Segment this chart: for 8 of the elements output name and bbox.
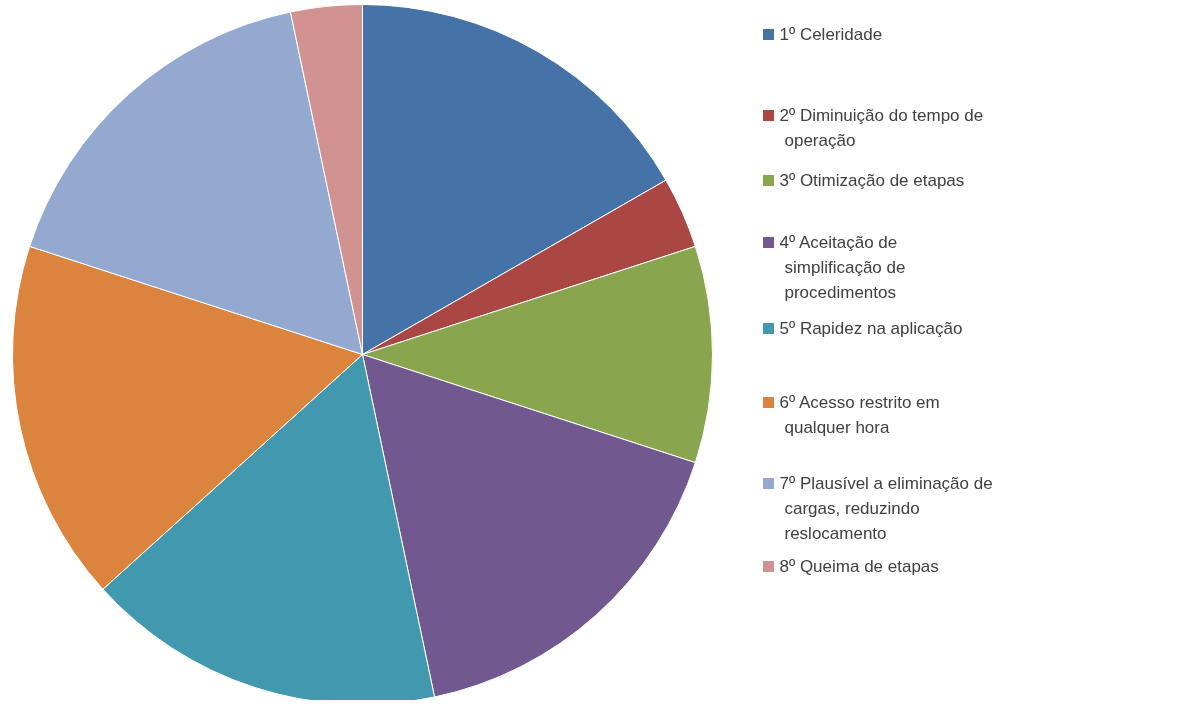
legend-label: 2º Diminuição do tempo de operação bbox=[779, 105, 984, 150]
legend-label: 8º Queima de etapas bbox=[779, 556, 939, 576]
legend-label: 5º Rapidez na aplicação bbox=[779, 318, 963, 338]
legend-label: 6º Acesso restrito em qualquer hora bbox=[779, 392, 940, 437]
legend-label: 7º Plausível a eliminação de cargas, reduzindo reslocamento bbox=[779, 473, 993, 543]
legend-label: 4º Aceitação de simplificação de procedimentos bbox=[779, 232, 906, 302]
legend-label: 3º Otimização de etapas bbox=[779, 170, 965, 190]
legend-label: 1º Celeridade bbox=[779, 24, 883, 44]
